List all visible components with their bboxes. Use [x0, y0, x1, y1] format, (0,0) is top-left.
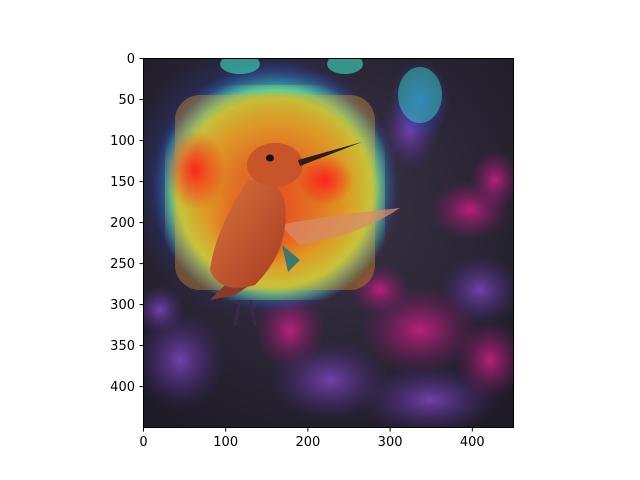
y-tick-label: 0 — [127, 52, 135, 67]
y-axis: 0 50 100 150 200 250 300 350 400 — [110, 52, 144, 395]
x-tick-label: 400 — [460, 435, 485, 450]
x-tick-label: 200 — [295, 435, 320, 450]
axes-frame — [143, 58, 514, 428]
y-tick-label: 50 — [118, 93, 135, 108]
x-tick-label: 100 — [213, 435, 238, 450]
y-tick-label: 250 — [110, 257, 135, 272]
y-tick-label: 300 — [110, 298, 135, 313]
y-tick-label: 400 — [110, 380, 135, 395]
y-tick-label: 100 — [110, 134, 135, 149]
heatmap-image — [143, 58, 514, 428]
hummingbird — [210, 142, 400, 326]
x-tick-label: 300 — [378, 435, 403, 450]
y-tick-label: 200 — [110, 216, 135, 231]
x-axis: 0 100 200 300 400 — [139, 427, 485, 450]
x-tick-label: 0 — [139, 435, 147, 450]
y-tick-label: 150 — [110, 175, 135, 190]
y-tick-label: 350 — [110, 339, 135, 354]
